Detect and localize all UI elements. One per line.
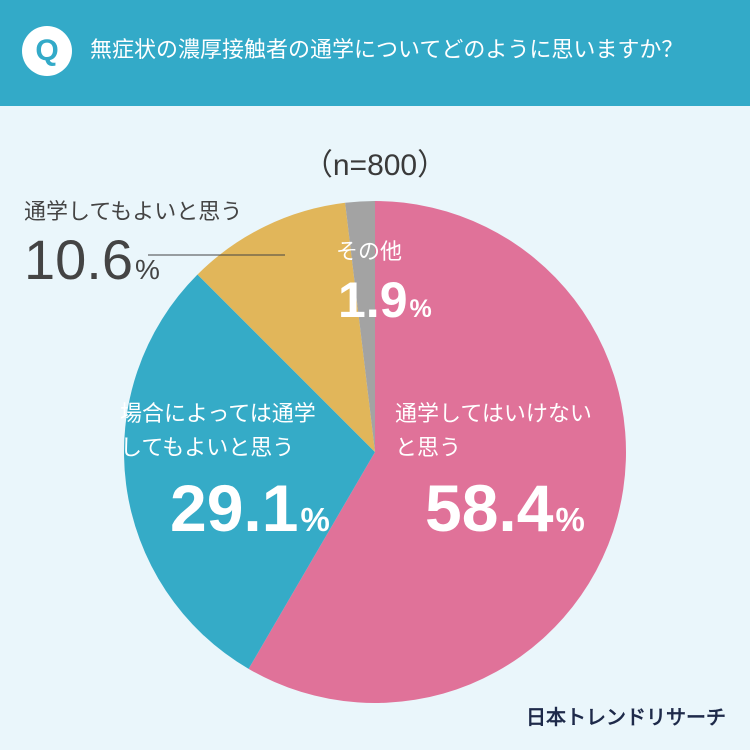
- question-header: Q 無症状の濃厚接触者の通学についてどのように思いますか？: [0, 0, 750, 106]
- slice-label-not-allowed-line2: と思う: [395, 436, 462, 461]
- slice-label-allowed-line1: 通学してもよいと思う: [24, 200, 243, 225]
- value-text: 1.9: [338, 272, 408, 328]
- slice-label-conditional-line2: してもよいと思う: [120, 436, 295, 461]
- slice-label-allowed: 通学してもよいと思う: [24, 196, 242, 230]
- slice-label-other-line1: その他: [336, 240, 403, 265]
- slice-label-not-allowed-line1: 通学してはいけない: [395, 402, 592, 427]
- slice-label-conditional: 場合によっては通学 してもよいと思う: [120, 398, 316, 466]
- slice-label-other: その他: [336, 236, 402, 270]
- slice-not-allowed: [248, 201, 626, 703]
- slice-label-conditional-line1: 場合によっては通学: [120, 402, 316, 427]
- question-text: 無症状の濃厚接触者の通学についてどのように思いますか？: [90, 38, 684, 63]
- slice-allowed: [197, 202, 375, 452]
- q-badge-icon: Q: [22, 26, 72, 76]
- slice-conditional: [123, 274, 375, 669]
- value-text: 10.6: [24, 228, 133, 291]
- percent-sign: %: [135, 254, 160, 285]
- value-text: 29.1: [170, 471, 299, 545]
- brand-logo: 日本トレンドリサーチ: [526, 705, 726, 729]
- slice-value-conditional: 29.1%: [170, 468, 330, 560]
- slice-value-not-allowed: 58.4%: [425, 468, 585, 560]
- percent-sign: %: [409, 295, 432, 323]
- sample-size: （n=800）: [302, 149, 448, 182]
- percent-sign: %: [555, 501, 585, 538]
- slice-label-not-allowed: 通学してはいけない と思う: [395, 398, 592, 466]
- slice-value-other: 1.9%: [338, 270, 432, 339]
- value-text: 58.4: [425, 471, 554, 545]
- slice-value-allowed: 10.6%: [24, 226, 160, 304]
- percent-sign: %: [300, 501, 330, 538]
- slice-other: [345, 201, 375, 452]
